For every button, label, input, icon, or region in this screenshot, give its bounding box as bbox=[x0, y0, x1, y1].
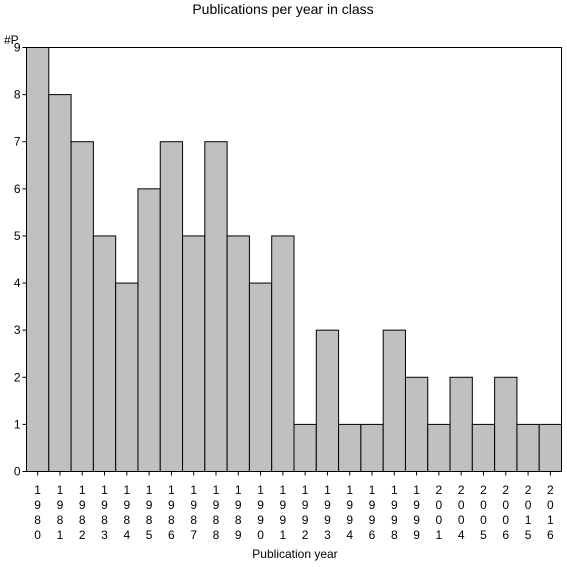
bar-1981 bbox=[48, 94, 72, 473]
bar-2015 bbox=[516, 423, 540, 473]
plot-frame bbox=[26, 47, 562, 472]
chart-title: Publications per year in class bbox=[192, 1, 373, 17]
bar-1994 bbox=[338, 423, 362, 473]
bar-1987 bbox=[182, 235, 206, 472]
y-tick-label: 9 bbox=[14, 41, 21, 55]
x-axis-label: Publication year bbox=[252, 547, 337, 561]
bar-1988 bbox=[204, 141, 228, 472]
x-ticks-group: 1 9 8 0 1 9 8 1 1 9 8 2 1 9 8 3 1 9 8 4 1 9 8 5 1 9 8 6 1 9 8 7 1 9 8 8 1 9 8 9… bbox=[34, 471, 554, 542]
bar-1983 bbox=[92, 235, 117, 472]
bar-2004 bbox=[449, 376, 473, 472]
y-tick-label: 4 bbox=[14, 276, 21, 290]
y-ticks-group: 0 1 2 3 4 5 6 7 8 9 bbox=[14, 41, 27, 479]
y-axis-label: #P bbox=[4, 33, 19, 47]
bar-2006 bbox=[494, 376, 518, 472]
y-tick-label: 1 bbox=[14, 417, 21, 431]
bar-1980 bbox=[26, 47, 50, 472]
bar-2001 bbox=[427, 423, 451, 473]
bars-group bbox=[26, 47, 563, 473]
bar-1996 bbox=[360, 423, 384, 473]
bar-1991 bbox=[271, 235, 295, 472]
y-tick-label: 0 bbox=[14, 465, 21, 479]
bar-2005 bbox=[471, 423, 496, 473]
y-tick-label: 2 bbox=[14, 370, 21, 384]
y-tick-label: 5 bbox=[14, 229, 21, 243]
bar-1992 bbox=[293, 423, 317, 473]
y-tick-label: 3 bbox=[14, 323, 21, 337]
y-tick-label: 6 bbox=[14, 182, 21, 196]
bar-1990 bbox=[248, 282, 273, 472]
bar-2016 bbox=[538, 423, 563, 473]
bar-1986 bbox=[159, 141, 184, 472]
bar-1993 bbox=[315, 329, 340, 473]
bar-1984 bbox=[115, 282, 139, 472]
bar-1999 bbox=[404, 376, 429, 472]
y-tick-label: 7 bbox=[14, 135, 21, 149]
bar-1982 bbox=[70, 141, 94, 472]
bar-1985 bbox=[137, 188, 161, 473]
y-tick-label: 8 bbox=[14, 88, 21, 102]
bar-1989 bbox=[226, 235, 250, 472]
bar-1998 bbox=[382, 329, 406, 473]
